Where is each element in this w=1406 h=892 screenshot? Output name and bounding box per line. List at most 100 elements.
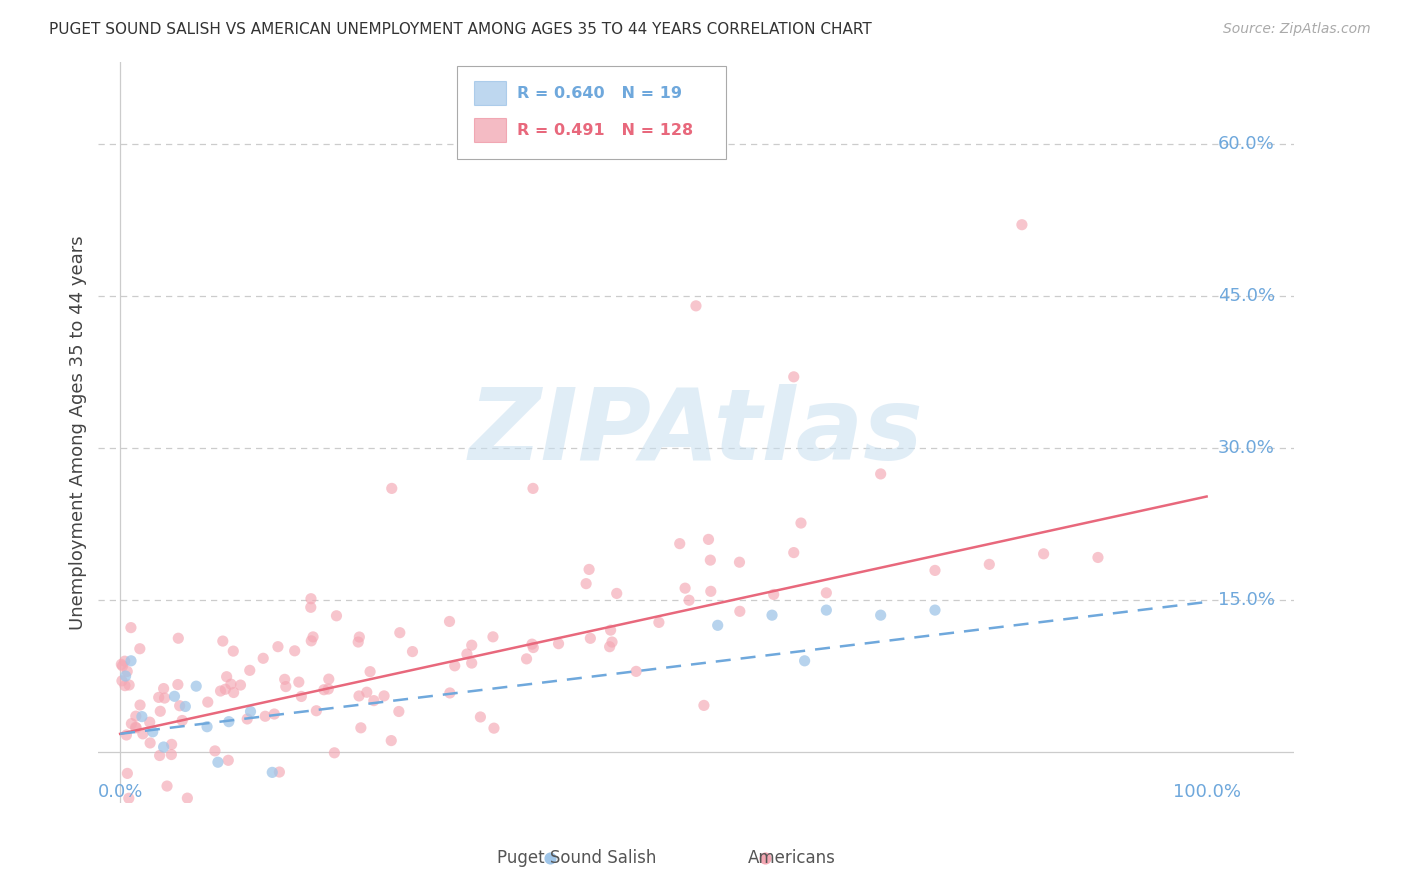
Point <box>229 678 252 692</box>
Point <box>869 608 891 623</box>
Text: 15.0%: 15.0% <box>1218 591 1275 609</box>
Text: 45.0%: 45.0% <box>1218 286 1275 305</box>
Point <box>678 593 700 607</box>
Point <box>118 791 141 805</box>
Point <box>716 821 738 835</box>
Point <box>176 791 198 805</box>
Point <box>624 665 647 679</box>
Point <box>579 632 602 646</box>
Point <box>215 670 238 684</box>
Point <box>174 699 197 714</box>
Point <box>299 600 322 615</box>
Point <box>211 634 233 648</box>
Point <box>443 658 465 673</box>
Point <box>575 576 598 591</box>
Point <box>163 690 186 704</box>
Point <box>728 604 751 618</box>
Point <box>762 587 785 601</box>
Point <box>138 715 160 730</box>
Point <box>668 536 690 550</box>
Point <box>172 714 194 728</box>
Point <box>482 721 505 735</box>
Point <box>111 659 134 673</box>
Point <box>284 644 307 658</box>
Point <box>299 633 322 648</box>
Point <box>167 632 190 646</box>
Point <box>359 665 381 679</box>
Text: ZIPAtlas: ZIPAtlas <box>468 384 924 481</box>
Point <box>120 716 142 731</box>
Point <box>323 746 346 760</box>
Point <box>460 656 482 670</box>
Point <box>1032 547 1054 561</box>
Point <box>388 625 411 640</box>
Point <box>648 615 671 630</box>
Point <box>197 695 219 709</box>
Point <box>924 563 946 577</box>
Point <box>1011 218 1033 232</box>
Point <box>110 820 132 834</box>
Point <box>111 673 134 688</box>
Point <box>783 545 806 559</box>
Point <box>728 555 751 569</box>
Point <box>693 698 716 713</box>
Point <box>599 623 621 637</box>
Point <box>125 709 148 723</box>
Point <box>160 747 183 762</box>
Point <box>349 630 371 644</box>
Point <box>700 584 723 599</box>
Point <box>195 720 218 734</box>
Point <box>149 748 172 763</box>
Point <box>793 654 815 668</box>
Point <box>218 714 240 729</box>
Point <box>302 630 325 644</box>
Text: R = 0.491   N = 128: R = 0.491 N = 128 <box>517 123 693 138</box>
Point <box>217 753 239 767</box>
Point <box>124 720 146 734</box>
Y-axis label: Unemployment Among Ages 35 to 44 years: Unemployment Among Ages 35 to 44 years <box>69 235 87 630</box>
Point <box>356 685 378 699</box>
Point <box>274 680 297 694</box>
Point <box>578 562 600 576</box>
Point <box>269 765 291 780</box>
FancyBboxPatch shape <box>457 66 725 159</box>
Point <box>815 586 838 600</box>
Point <box>114 654 136 668</box>
Text: 30.0%: 30.0% <box>1218 439 1275 457</box>
Point <box>790 516 813 530</box>
Point <box>149 704 172 718</box>
Point <box>299 591 322 606</box>
Text: Americans: Americans <box>748 849 835 867</box>
Point <box>114 669 136 683</box>
Point <box>312 682 335 697</box>
Point <box>869 467 891 481</box>
Point <box>207 756 229 770</box>
Text: Source: ZipAtlas.com: Source: ZipAtlas.com <box>1223 22 1371 37</box>
Point <box>160 738 183 752</box>
Point <box>254 709 277 723</box>
Point <box>363 693 385 707</box>
Point <box>214 682 236 697</box>
Point <box>1087 550 1109 565</box>
Text: 60.0%: 60.0% <box>1218 135 1274 153</box>
Point <box>373 689 395 703</box>
Point <box>222 685 245 699</box>
Point <box>136 804 159 818</box>
Point <box>129 698 152 712</box>
Point <box>118 678 141 692</box>
Point <box>482 630 505 644</box>
Point <box>381 482 404 496</box>
Point <box>128 641 150 656</box>
Point <box>599 640 621 654</box>
Point <box>380 733 402 747</box>
Point <box>209 684 232 698</box>
Point <box>290 690 312 704</box>
FancyBboxPatch shape <box>474 118 506 142</box>
Point <box>139 736 162 750</box>
Point <box>131 709 153 723</box>
Point <box>115 728 138 742</box>
Point <box>606 586 628 600</box>
Point <box>699 553 721 567</box>
Point <box>120 654 142 668</box>
Point <box>522 482 544 496</box>
